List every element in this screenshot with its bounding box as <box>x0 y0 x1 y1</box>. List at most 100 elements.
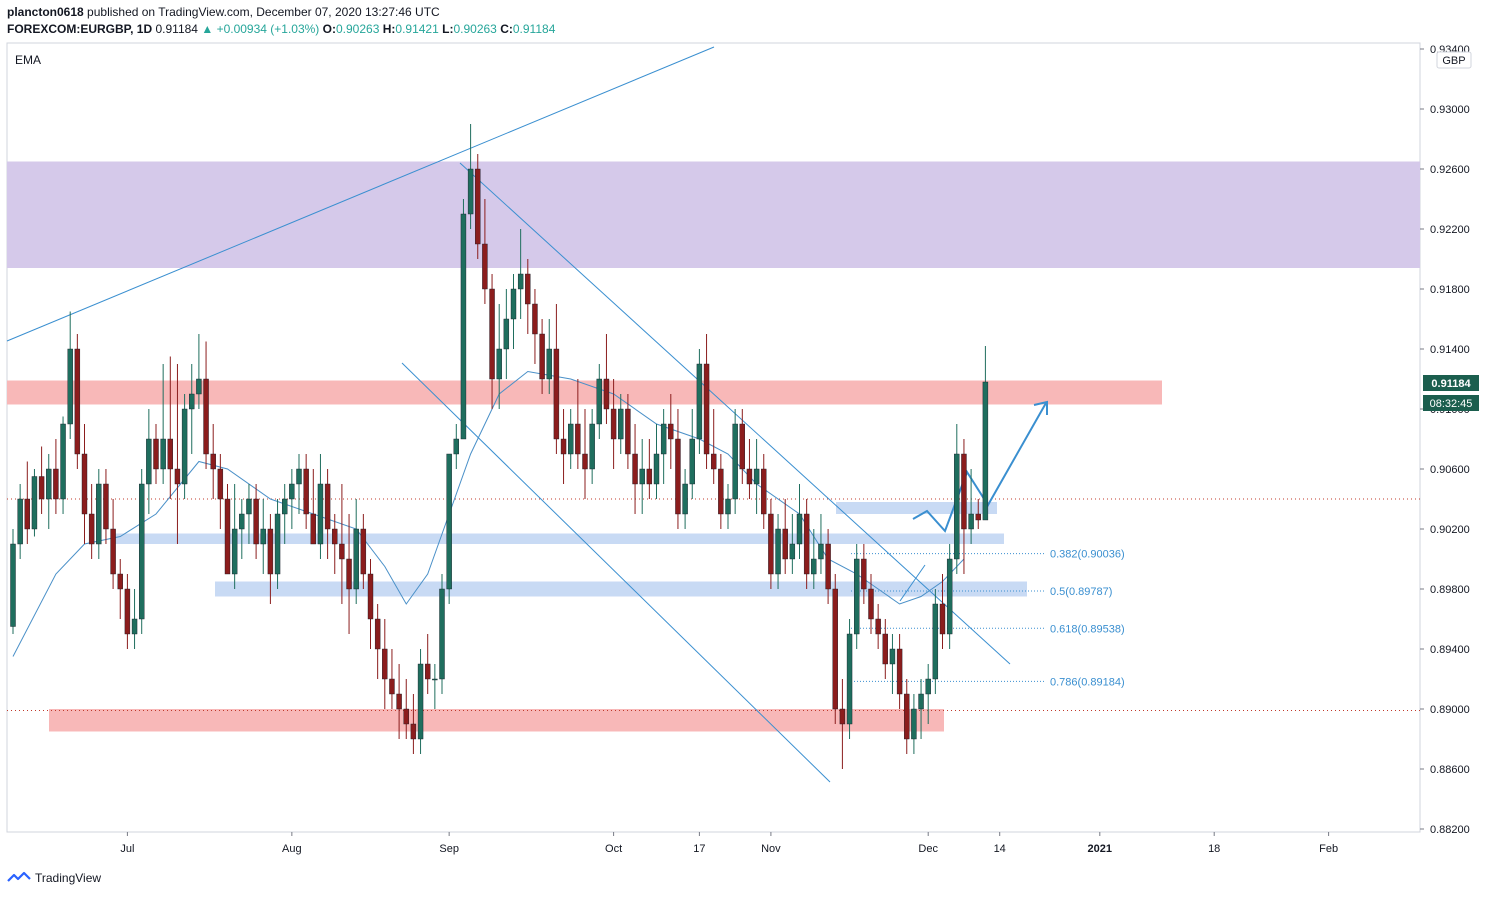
candle[interactable] <box>882 619 888 679</box>
candle[interactable] <box>138 469 145 634</box>
candle[interactable] <box>439 574 445 694</box>
candle[interactable] <box>939 574 946 649</box>
candle[interactable] <box>703 334 710 469</box>
candle[interactable] <box>160 364 166 484</box>
candle[interactable] <box>496 304 502 409</box>
candle[interactable] <box>396 664 402 739</box>
candle[interactable] <box>103 469 109 544</box>
candle[interactable] <box>539 319 545 394</box>
candle[interactable] <box>274 499 281 589</box>
candle[interactable] <box>74 334 81 469</box>
candles-layer[interactable] <box>10 124 989 769</box>
candle[interactable] <box>60 416 66 515</box>
candle[interactable] <box>460 199 467 440</box>
candle[interactable] <box>589 409 595 484</box>
y-axis[interactable]: 0.934000.930000.926000.922000.918000.914… <box>1420 44 1470 836</box>
candle[interactable] <box>410 694 417 754</box>
candle[interactable] <box>925 664 931 724</box>
candle[interactable] <box>904 679 910 754</box>
candle[interactable] <box>88 484 95 559</box>
candle[interactable] <box>96 469 102 559</box>
candle[interactable] <box>639 439 645 514</box>
candle[interactable] <box>896 634 903 709</box>
candle[interactable] <box>789 514 796 574</box>
candle[interactable] <box>725 484 731 529</box>
candle[interactable] <box>167 356 174 500</box>
candle[interactable] <box>425 634 431 694</box>
candle[interactable] <box>332 514 338 574</box>
candle[interactable] <box>339 484 345 604</box>
candle[interactable] <box>625 394 631 469</box>
candle[interactable] <box>854 544 860 649</box>
candle[interactable] <box>117 559 123 619</box>
candle[interactable] <box>282 484 288 544</box>
candle[interactable] <box>660 409 667 484</box>
candle[interactable] <box>389 649 395 709</box>
zone-blue[interactable] <box>215 581 1027 597</box>
candle[interactable] <box>382 619 388 709</box>
candle[interactable] <box>196 334 202 409</box>
candle[interactable] <box>575 379 581 469</box>
candle[interactable] <box>918 679 924 739</box>
candle[interactable] <box>253 484 259 559</box>
candle[interactable] <box>846 619 853 739</box>
candle[interactable] <box>174 364 181 544</box>
candle[interactable] <box>489 274 495 409</box>
candle[interactable] <box>875 604 881 649</box>
candle[interactable] <box>546 319 552 394</box>
zone-blue[interactable] <box>836 502 997 514</box>
candle[interactable] <box>732 409 738 514</box>
tradingview-logo[interactable]: TradingView <box>7 871 101 885</box>
candle[interactable] <box>360 514 367 589</box>
candle[interactable] <box>718 454 724 529</box>
zone-resistance[interactable] <box>7 161 1420 269</box>
candle[interactable] <box>682 469 688 529</box>
candle[interactable] <box>346 514 352 634</box>
candle[interactable] <box>861 544 867 604</box>
candle[interactable] <box>711 409 717 484</box>
indicator-label[interactable]: EMA <box>15 53 41 67</box>
candle[interactable] <box>932 589 939 694</box>
candle[interactable] <box>124 574 131 649</box>
candle[interactable] <box>517 229 524 319</box>
candle[interactable] <box>367 559 374 649</box>
candle[interactable] <box>768 499 774 589</box>
candle[interactable] <box>53 439 59 514</box>
candle[interactable] <box>317 454 324 559</box>
candle[interactable] <box>210 424 216 499</box>
candle[interactable] <box>217 454 224 529</box>
candle[interactable] <box>38 446 45 515</box>
candle[interactable] <box>618 394 624 454</box>
author-name[interactable]: plancton0618 <box>7 5 84 19</box>
candle[interactable] <box>353 499 359 604</box>
candle[interactable] <box>675 409 681 529</box>
candle[interactable] <box>10 529 16 634</box>
candle[interactable] <box>868 574 874 634</box>
candle[interactable] <box>310 469 316 545</box>
candle[interactable] <box>954 424 960 574</box>
candle[interactable] <box>239 499 245 559</box>
candle[interactable] <box>968 469 974 544</box>
zone-blue[interactable] <box>114 533 1004 545</box>
candle[interactable] <box>739 409 745 484</box>
candle[interactable] <box>475 154 481 259</box>
candle[interactable] <box>746 439 753 499</box>
candle[interactable] <box>975 499 981 529</box>
candle[interactable] <box>181 394 188 499</box>
candle[interactable] <box>189 364 195 454</box>
candle[interactable] <box>782 499 788 574</box>
candle[interactable] <box>610 379 617 469</box>
candle[interactable] <box>303 454 309 529</box>
candle[interactable] <box>889 634 896 694</box>
candle[interactable] <box>146 409 152 514</box>
candle[interactable] <box>811 529 817 589</box>
candle[interactable] <box>553 304 560 454</box>
candle[interactable] <box>374 604 381 679</box>
candle[interactable] <box>46 454 52 529</box>
candle[interactable] <box>289 469 295 529</box>
candle[interactable] <box>775 514 781 589</box>
candle[interactable] <box>131 589 138 649</box>
candle[interactable] <box>689 409 695 499</box>
candle[interactable] <box>839 679 846 769</box>
